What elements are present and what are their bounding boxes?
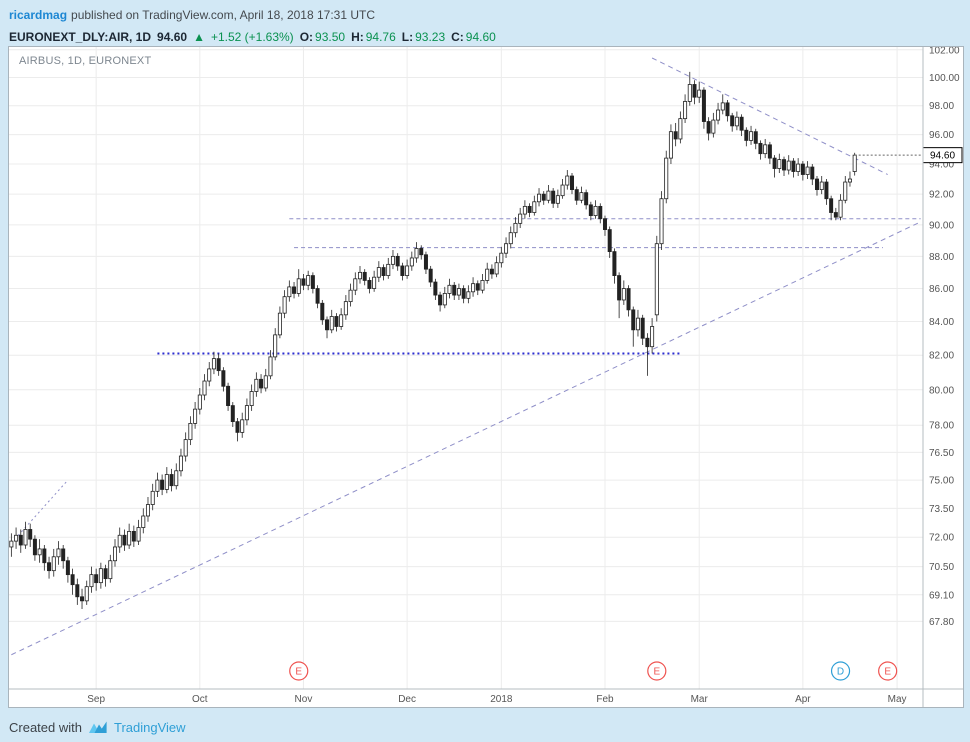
svg-text:Sep: Sep xyxy=(87,694,105,705)
tradingview-logo-icon xyxy=(88,721,107,733)
high-readout: H: 94.76 xyxy=(351,30,396,44)
svg-text:Apr: Apr xyxy=(795,694,811,705)
candles-layer xyxy=(9,71,857,610)
svg-text:Dec: Dec xyxy=(398,694,416,705)
low-readout: L: 93.23 xyxy=(402,30,445,44)
svg-text:94.60: 94.60 xyxy=(930,151,955,162)
close-label: C: xyxy=(451,30,464,44)
svg-text:May: May xyxy=(888,694,907,705)
attribution-text: published on TradingView.com, April 18, … xyxy=(71,8,375,22)
last-price: 94.60 xyxy=(157,30,188,44)
price-axis: 102.00 100.00 98.00 96.00 94.00 92.00 90.00 88.… xyxy=(929,47,960,628)
high-value: 94.76 xyxy=(365,30,396,44)
symbol-title: EURONEXT_DLY:AIR, 1D xyxy=(9,30,152,44)
svg-text:E: E xyxy=(653,667,660,678)
svg-text:82.00: 82.00 xyxy=(929,351,954,362)
low-value: 93.23 xyxy=(415,30,446,44)
svg-text:72.00: 72.00 xyxy=(929,533,954,544)
svg-text:76.50: 76.50 xyxy=(929,448,954,459)
svg-text:98.00: 98.00 xyxy=(929,101,954,112)
close-readout: C: 94.60 xyxy=(451,30,496,44)
change-up-arrow-icon: ▲ xyxy=(193,30,205,44)
candlestick-chart[interactable]: E E D E 102.00 100.00 98.00 96.00 94.00 92.00 90.0… xyxy=(9,47,963,707)
svg-text:100.00: 100.00 xyxy=(929,73,960,84)
open-label: O: xyxy=(299,30,314,44)
attribution-bar: ricardmag published on TradingView.com, … xyxy=(0,0,970,30)
tradingview-link[interactable]: TradingView xyxy=(113,719,186,735)
grid-layer xyxy=(9,47,923,689)
current-price-layer: 94.60 xyxy=(854,147,963,164)
svg-text:Oct: Oct xyxy=(192,694,208,705)
open-value: 93.50 xyxy=(315,30,346,44)
footer-bar: Created with TradingView xyxy=(0,714,970,740)
svg-text:Feb: Feb xyxy=(596,694,614,705)
svg-text:80.00: 80.00 xyxy=(929,385,954,396)
svg-text:96.00: 96.00 xyxy=(929,130,954,141)
time-axis: Sep Oct Nov Dec 2018 Feb Mar Apr May xyxy=(87,694,906,705)
svg-text:94.00: 94.00 xyxy=(929,160,954,171)
svg-text:70.50: 70.50 xyxy=(929,562,954,573)
svg-text:78.00: 78.00 xyxy=(929,421,954,432)
close-value: 94.60 xyxy=(465,30,496,44)
svg-text:67.80: 67.80 xyxy=(929,617,954,628)
high-label: H: xyxy=(351,30,364,44)
svg-text:E: E xyxy=(295,667,302,678)
open-readout: O: 93.50 xyxy=(300,30,345,44)
svg-text:92.00: 92.00 xyxy=(929,190,954,201)
svg-text:69.10: 69.10 xyxy=(929,590,954,601)
svg-text:88.00: 88.00 xyxy=(929,252,954,263)
symbol-info-bar: EURONEXT_DLY:AIR, 1D 94.60 ▲ +1.52 (+1.6… xyxy=(0,28,970,46)
author-link[interactable]: ricardmag xyxy=(9,8,68,22)
created-with-text: Created with xyxy=(9,719,82,735)
chart-legend: AIRBUS, 1D, EURONEXT xyxy=(19,55,152,67)
svg-text:84.00: 84.00 xyxy=(929,317,954,328)
svg-text:86.00: 86.00 xyxy=(929,284,954,295)
svg-text:D: D xyxy=(837,667,844,678)
chart-widget: E E D E 102.00 100.00 98.00 96.00 94.00 92.00 90.0… xyxy=(8,46,964,708)
svg-text:E: E xyxy=(884,667,891,678)
low-label: L: xyxy=(401,30,414,44)
drawings-layer xyxy=(10,57,921,656)
svg-text:75.00: 75.00 xyxy=(929,476,954,487)
svg-text:Nov: Nov xyxy=(295,694,313,705)
svg-text:Mar: Mar xyxy=(691,694,709,705)
svg-text:90.00: 90.00 xyxy=(929,220,954,231)
svg-text:102.00: 102.00 xyxy=(929,47,960,56)
svg-text:2018: 2018 xyxy=(490,694,513,705)
price-change: +1.52 (+1.63%) xyxy=(210,30,294,44)
svg-text:73.50: 73.50 xyxy=(929,504,954,515)
